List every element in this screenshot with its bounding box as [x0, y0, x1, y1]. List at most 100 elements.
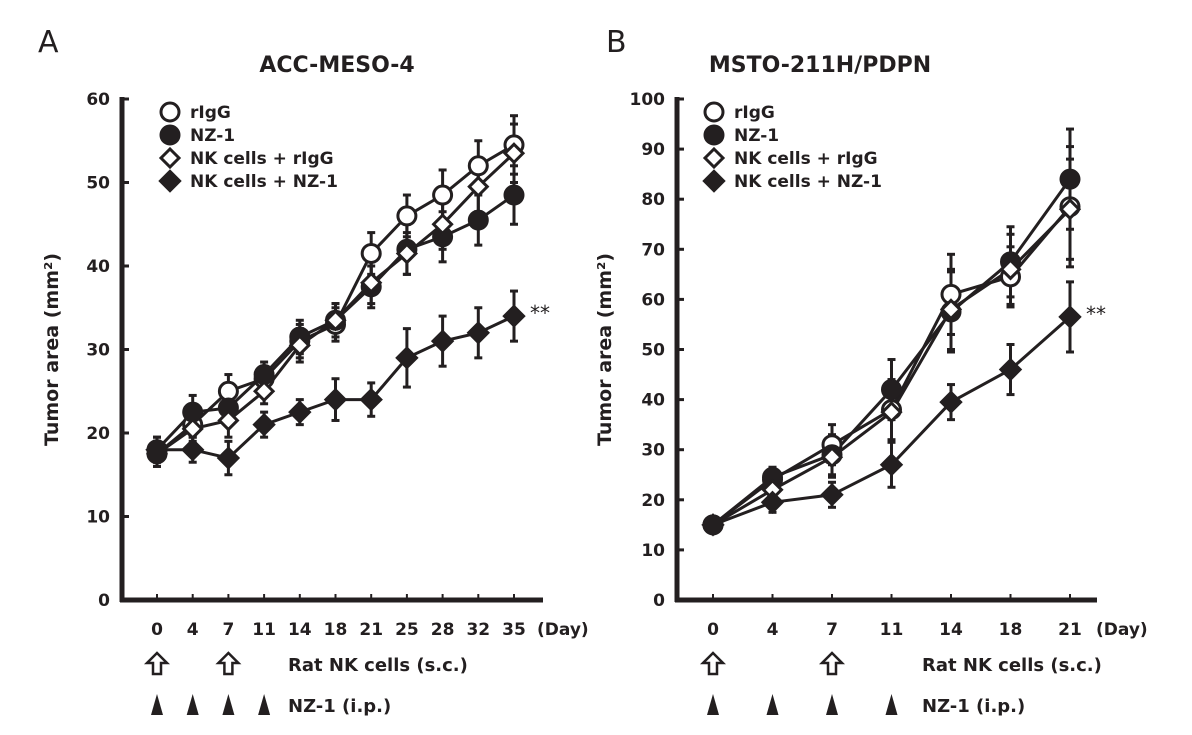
legend-marker [703, 101, 725, 123]
y-tick-label: 40 [641, 391, 665, 411]
data-point [180, 437, 205, 462]
data-point [181, 417, 204, 440]
data-point [145, 437, 169, 462]
y-tick-label: 10 [641, 541, 665, 561]
nk-schedule-label: Rat NK cells (s.c.) [922, 655, 1102, 676]
panel-B: BMSTO-211H/PDPN0102030405060708090100Tum… [594, 25, 1148, 717]
y-tick-label: 90 [641, 140, 665, 160]
x-tick-label: 28 [431, 620, 455, 640]
x-tick-label: 14 [939, 620, 963, 640]
x-tick-label: 35 [502, 620, 526, 640]
y-tick-label: 50 [641, 341, 665, 361]
data-point [701, 513, 725, 537]
data-point [252, 412, 276, 437]
chart-title: MSTO-211H/PDPN [709, 53, 931, 78]
x-tick-label: 21 [1058, 620, 1082, 640]
legend-label: NK cells + NZ-1 [190, 172, 338, 192]
nz1-triangle-icon [222, 694, 235, 715]
nk-cells-arrow-icon [699, 651, 727, 676]
x-tick-label: 4 [767, 620, 779, 640]
data-point [395, 346, 419, 370]
data-point [502, 142, 526, 165]
data-point [760, 490, 785, 515]
data-point [430, 329, 455, 353]
data-point [467, 209, 489, 231]
legend-marker [702, 169, 726, 193]
legend-marker [159, 101, 181, 123]
significance-annotation: ** [530, 301, 550, 325]
y-tick-label: 60 [86, 90, 110, 110]
y-tick-label: 50 [86, 174, 110, 194]
nz1-triangle-icon [151, 694, 163, 715]
x-tick-label: 11 [252, 620, 276, 640]
x-tick-label: 7 [222, 620, 234, 640]
y-tick-label: 100 [630, 90, 666, 110]
data-point [881, 379, 902, 401]
data-point [467, 175, 490, 198]
y-tick-label: 20 [641, 491, 665, 511]
data-point [1059, 168, 1081, 190]
nz1-triangle-icon [186, 694, 199, 715]
y-tick-label: 0 [653, 591, 665, 611]
data-point [288, 334, 311, 357]
legend-marker [702, 146, 726, 170]
panel-letter: B [606, 25, 627, 60]
legend-marker [158, 169, 182, 193]
legend-label: NK cells + rIgG [190, 149, 334, 169]
panel-letter: A [38, 25, 59, 60]
data-point [431, 213, 454, 236]
data-point [1058, 305, 1082, 329]
data-point [252, 380, 276, 403]
x-tick-label: 14 [288, 620, 312, 640]
data-point [323, 387, 348, 412]
data-point [432, 184, 454, 206]
nz1-triangle-icon [707, 694, 719, 715]
x-tick-label: 0 [151, 620, 163, 640]
x-tick-label: 32 [466, 620, 490, 640]
chart-title: ACC-MESO-4 [259, 53, 414, 78]
data-point [466, 321, 491, 345]
data-point [880, 401, 903, 424]
y-tick-label: 30 [641, 441, 665, 461]
legend-marker [159, 124, 181, 146]
data-point [360, 271, 383, 294]
significance-annotation: ** [1086, 302, 1106, 326]
y-tick-label: 80 [641, 190, 665, 210]
nz1-triangle-icon [826, 694, 838, 715]
nz1-triangle-icon [258, 694, 271, 715]
x-tick-label: 4 [187, 620, 199, 640]
x-tick-label: 18 [999, 620, 1023, 640]
legend-marker [158, 146, 182, 170]
x-axis-label: (Day) [537, 620, 589, 640]
legend-label: rIgG [734, 103, 775, 123]
x-tick-label: 7 [826, 620, 838, 640]
data-point [939, 390, 963, 414]
data-point [998, 357, 1023, 382]
data-point [502, 304, 526, 328]
data-point [879, 453, 904, 477]
y-tick-label: 30 [86, 341, 110, 361]
data-point [820, 483, 844, 507]
x-tick-label: 21 [359, 620, 383, 640]
legend-label: NZ-1 [734, 126, 779, 146]
x-tick-label: 11 [880, 620, 904, 640]
nz1-schedule-label: NZ-1 (i.p.) [922, 696, 1025, 717]
y-tick-label: 60 [641, 290, 665, 310]
legend-marker [703, 124, 725, 146]
data-point [288, 400, 312, 424]
nz1-schedule-label: NZ-1 (i.p.) [288, 696, 391, 717]
nk-cells-arrow-icon [215, 651, 242, 676]
data-point [359, 387, 383, 412]
x-tick-label: 25 [395, 620, 419, 640]
legend-label: NK cells + NZ-1 [734, 172, 882, 192]
data-point [360, 242, 382, 264]
nk-cells-arrow-icon [143, 651, 171, 676]
nz1-triangle-icon [766, 694, 779, 715]
legend-label: NK cells + rIgG [734, 149, 878, 169]
data-point [820, 446, 844, 469]
x-tick-label: 18 [324, 620, 348, 640]
data-point [503, 184, 525, 206]
legend-label: NZ-1 [190, 126, 235, 146]
